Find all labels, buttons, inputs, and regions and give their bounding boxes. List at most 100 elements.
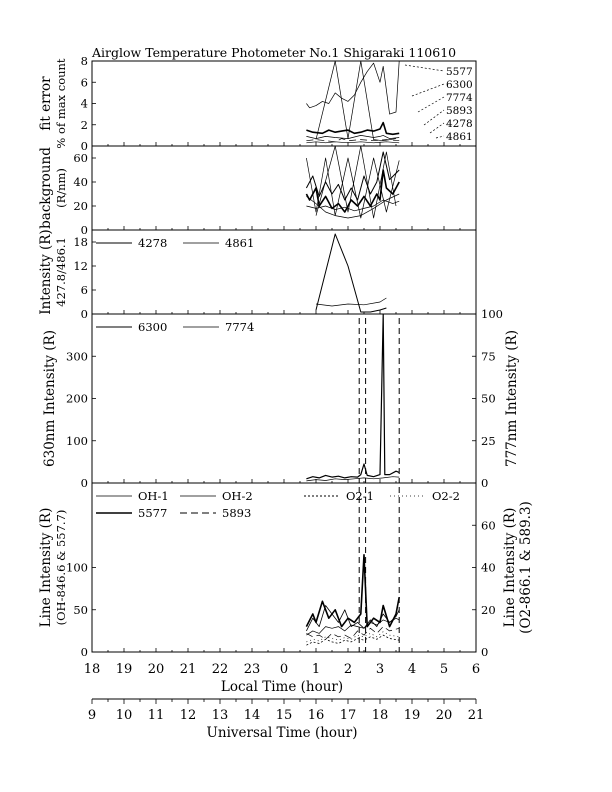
series-group [306,314,400,483]
y-tick-label: 200 [66,392,88,406]
y-tick-label: 18 [73,235,88,249]
y-tick-label: 100 [66,434,88,448]
y-axis-label: (OH-846.6 & 557.7) [54,510,68,626]
y-axis-label: background [38,147,54,229]
y-right-tick-label: 50 [481,392,496,406]
y-tick-label: 300 [66,349,88,363]
legend-label: 6300 [446,79,473,91]
local-time-tick-label: 21 [180,662,197,677]
local-time-tick-label: 20 [148,662,165,677]
y-tick-label: 2 [81,118,88,132]
y-tick-label: 60 [73,151,88,165]
ut-tick-label: 18 [372,708,389,723]
panel-frame [91,60,477,147]
series-line-4861 [315,61,397,142]
y-tick-label: 12 [73,259,88,273]
ut-tick-label: 14 [244,708,261,723]
y-axis-label: 630nm Intensity (R) [42,330,58,467]
local-time-tick-label: 2 [344,662,352,677]
legend-label: 4278 [138,236,167,250]
legend-label: 5577 [446,66,473,78]
series-line-4861 [315,297,387,307]
legend-label: 5577 [138,506,167,520]
legend-leader [404,64,445,72]
y-tick-label: 0 [81,139,88,153]
series-group [305,146,400,219]
legend-leader [411,83,445,97]
y-right-tick-label: 20 [481,603,496,617]
ut-tick-label: 20 [436,708,453,723]
legend-leader [435,135,445,139]
series-line-OH-2 [306,617,400,636]
ut-tick-label: 15 [276,708,293,723]
y-right-axis-label: 777nm Intensity (R) [504,330,520,467]
legend-label: 4278 [446,118,473,130]
panel-630_777 [91,313,477,484]
legend-label: O2-2 [432,489,460,503]
series-line-5893 [306,138,400,143]
legend-label: 4861 [225,236,254,250]
legend-leader [423,109,445,126]
y-right-tick-label: 0 [481,476,488,490]
legend-label: OH-2 [222,489,253,503]
panel-background [91,145,477,231]
y-axis-label: 427.8/486.1 [54,237,68,307]
series-line-6300 [306,314,400,480]
y-axis-label: Intensity (R) [38,229,54,314]
local-time-tick-label: 1 [312,662,320,677]
series-line-5577 [306,121,400,136]
series-line-a [305,169,400,213]
legend-label: 5893 [446,105,473,117]
series-line-6300 [306,61,400,115]
local-time-tick-label: 18 [84,662,101,677]
y-axis-label: fit error [38,76,54,131]
ut-tick-label: 21 [468,708,485,723]
legend-label: O2-1 [346,489,374,503]
y-right-tick-label: 25 [481,434,496,448]
y-tick-label: 4 [81,97,88,111]
series-group [315,233,387,313]
panel-frame [91,145,477,231]
y-tick-label: 50 [73,603,88,617]
y-right-tick-label: 0 [481,645,488,659]
legend-leader [417,96,445,113]
local-time-label: Local Time (hour) [221,679,343,695]
local-time-tick-label: 6 [472,662,480,677]
y-right-axis-label: (O2-866.1 & 589.3) [518,501,534,634]
local-time-tick-label: 19 [116,662,133,677]
series-line-7774 [306,135,400,139]
local-time-tick-label: 22 [212,662,229,677]
ut-tick-label: 16 [308,708,325,723]
series-line-b [305,151,400,201]
series-line-c [306,199,400,212]
ut-tick-label: 12 [180,708,197,723]
series-line-O2-2 [306,631,400,643]
figure-title: Airglow Temperature Photometer No.1 Shig… [91,45,456,60]
y-tick-label: 40 [73,175,88,189]
y-right-tick-label: 40 [481,561,496,575]
series-line-5577 [305,553,400,628]
y-tick-label: 20 [73,199,88,213]
series-line-7774 [306,476,400,482]
y-right-tick-label: 100 [481,307,503,321]
local-time-tick-label: 23 [244,662,261,677]
legend-label: 6300 [138,320,167,334]
legend-leader [429,122,445,134]
series-line-d [306,157,400,219]
legend-label: 7774 [225,320,254,334]
universal-time-label: Universal Time (hour) [207,725,358,741]
y-tick-label: 0 [81,307,88,321]
legend-label: OH-1 [138,489,169,503]
legend-label: 5893 [222,506,251,520]
local-time-tick-label: 5 [440,662,448,677]
series-group [305,487,400,652]
y-tick-label: 0 [81,476,88,490]
local-time-tick-label: 4 [408,662,416,677]
ut-tick-label: 13 [212,708,229,723]
y-right-tick-label: 60 [481,518,496,532]
local-time-tick-label: 0 [280,662,288,677]
series-line-4278 [315,233,387,313]
y-axis-label: % of max count [54,58,68,148]
